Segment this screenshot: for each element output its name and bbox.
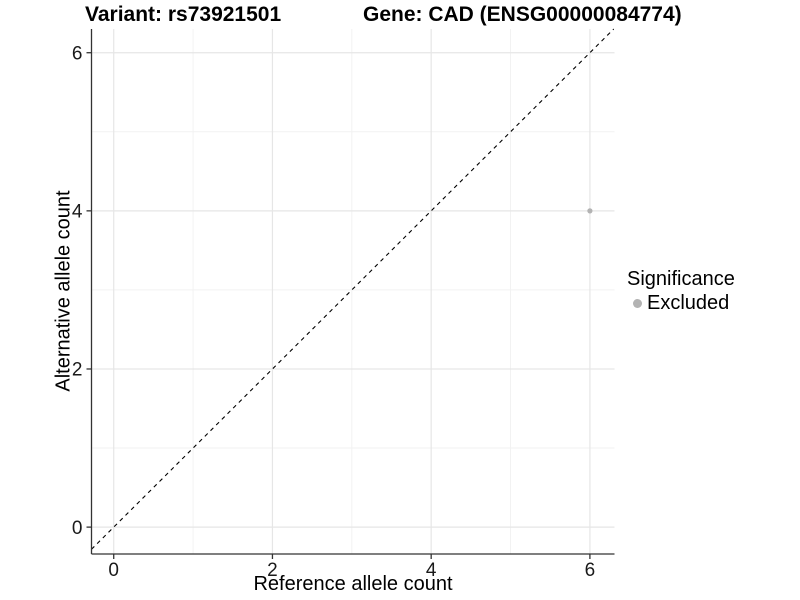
x-tick-label: 6 bbox=[585, 560, 596, 581]
identity-line bbox=[91, 28, 615, 550]
y-tick-label: 4 bbox=[72, 202, 83, 223]
y-tick-label: 2 bbox=[72, 360, 83, 381]
legend-item-label: Excluded bbox=[647, 292, 730, 314]
y-tick-label: 0 bbox=[72, 518, 83, 539]
legend-item-excluded: Excluded bbox=[627, 292, 735, 315]
x-tick-label: 0 bbox=[108, 560, 119, 581]
x-tick-label: 4 bbox=[426, 560, 437, 581]
legend-marker-icon bbox=[633, 299, 642, 308]
data-point bbox=[587, 208, 593, 214]
x-tick-label: 2 bbox=[267, 560, 278, 581]
y-tick-label: 6 bbox=[72, 43, 83, 64]
plot-title-gene: Gene: CAD (ENSG00000084774) bbox=[363, 3, 682, 26]
legend: Significance Excluded bbox=[627, 268, 735, 315]
plot-title-variant: Variant: rs73921501 bbox=[85, 3, 282, 26]
x-axis-title: Reference allele count bbox=[253, 573, 453, 595]
legend-title: Significance bbox=[627, 268, 735, 290]
